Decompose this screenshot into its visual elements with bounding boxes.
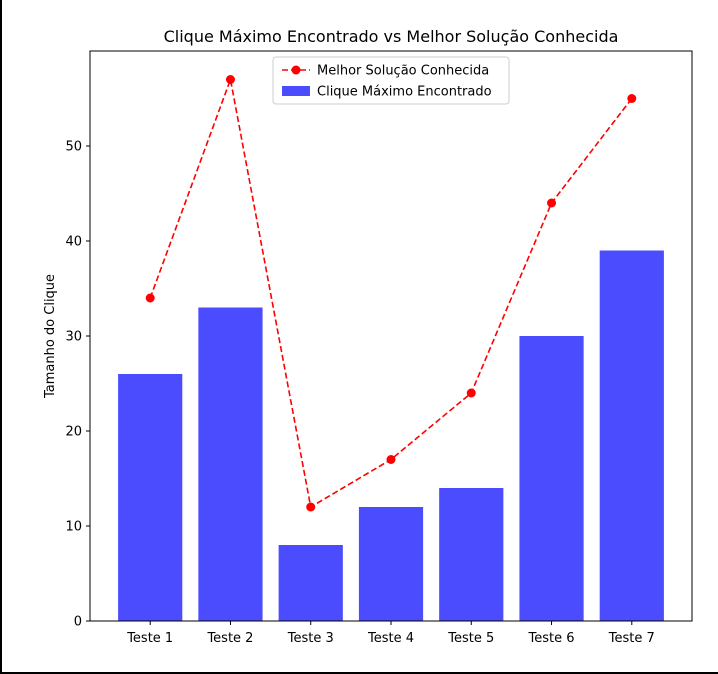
- y-tick-label: 20: [65, 425, 82, 440]
- y-ticks-group: 0 10 20 30 40 50: [65, 140, 90, 630]
- bar-3: [278, 545, 343, 621]
- line-point-6: [547, 198, 557, 208]
- bar-7: [599, 250, 664, 621]
- x-ticks-group: Teste 1 Teste 2 Teste 3 Teste 4 Teste 5 Teste…: [126, 621, 655, 646]
- chart-title: Clique Máximo Encontrado vs Melhor Soluç…: [164, 27, 619, 46]
- line-point-5: [466, 388, 476, 398]
- legend: Melhor Solução Conhecida Clique Máximo En…: [272, 56, 510, 105]
- y-tick-label: 40: [65, 235, 82, 250]
- bar-1: [118, 374, 183, 621]
- bar-6: [519, 336, 584, 621]
- x-tick-label: Teste 5: [447, 631, 494, 646]
- x-tick-label: Teste 6: [528, 631, 575, 646]
- y-tick-label: 50: [65, 140, 82, 155]
- x-tick-label: Teste 4: [367, 631, 414, 646]
- x-tick-label: Teste 1: [126, 631, 173, 646]
- line-point-3: [306, 502, 316, 512]
- bar-4: [358, 507, 424, 621]
- bar-5: [439, 488, 504, 621]
- bars-group: [118, 250, 664, 621]
- bar-2: [198, 307, 263, 621]
- x-tick-label: Teste 2: [206, 631, 253, 646]
- legend-bar-swatch: [282, 86, 310, 96]
- line-point-4: [386, 455, 396, 464]
- legend-label-line: Melhor Solução Conhecida: [317, 64, 489, 79]
- legend-line-marker: [291, 65, 301, 75]
- line-point-1: [145, 293, 155, 303]
- line-series-group: [145, 75, 637, 512]
- y-tick-label: 30: [65, 330, 82, 345]
- y-tick-label: 10: [65, 520, 82, 535]
- line-point-2: [225, 75, 235, 84]
- x-tick-label: Teste 3: [287, 631, 334, 646]
- y-axis-label: Tamanho do Clique: [43, 274, 58, 399]
- x-tick-label: Teste 7: [608, 631, 655, 646]
- y-tick-label: 0: [74, 615, 82, 630]
- legend-box: [272, 56, 510, 105]
- legend-label-bar: Clique Máximo Encontrado: [317, 85, 492, 100]
- line-point-7: [627, 94, 637, 103]
